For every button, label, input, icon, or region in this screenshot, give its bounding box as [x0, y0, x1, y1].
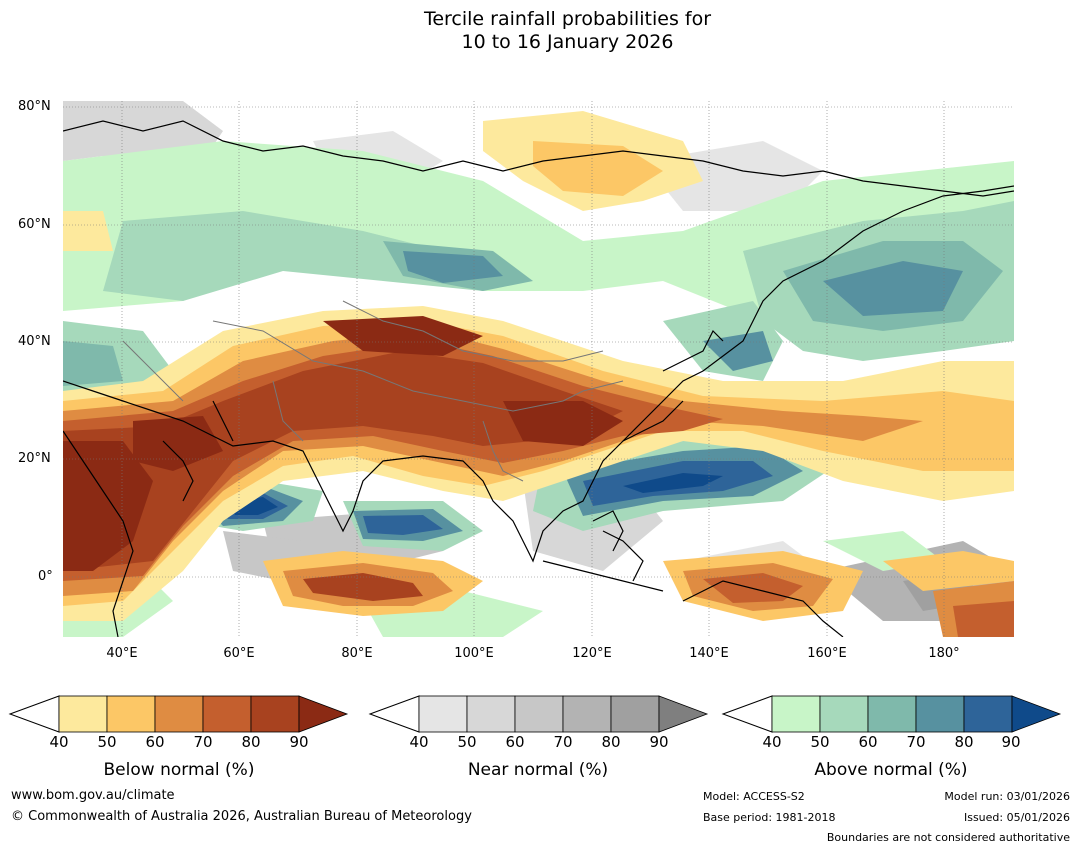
- longitude-label: 40°E: [106, 646, 138, 661]
- country-borders: [122, 300, 624, 482]
- above-swatch: [963, 695, 1013, 733]
- above-tick: 80: [954, 733, 974, 751]
- near-tick: 40: [409, 733, 429, 751]
- above-swatch-under: [721, 695, 773, 733]
- issued-text: Issued: 05/01/2026: [963, 811, 1070, 824]
- below-tick: 70: [193, 733, 213, 751]
- above-tick: 60: [858, 733, 878, 751]
- chart-title: Tercile rainfall probabilities for 10 to…: [0, 8, 1081, 54]
- above-swatch-over: [1011, 695, 1062, 733]
- above-normal-colorbar-swatches: [721, 695, 1062, 733]
- rainfall-probability-map: [63, 101, 1014, 637]
- above-swatch: [771, 695, 821, 733]
- near-swatch: [466, 695, 516, 733]
- near-tick: 90: [649, 733, 669, 751]
- near-normal-label: Near normal (%): [467, 760, 609, 780]
- above-tick: 90: [1001, 733, 1021, 751]
- longitude-label: 160°E: [807, 646, 847, 661]
- above-normal-regions: [63, 141, 1014, 637]
- below-tick: 90: [289, 733, 309, 751]
- below-swatch: [202, 695, 252, 733]
- near-swatch-under: [368, 695, 420, 733]
- near-swatch-over: [658, 695, 709, 733]
- above-swatch: [867, 695, 917, 733]
- model-run-text: Model run: 03/01/2026: [944, 790, 1070, 803]
- model-text: Model: ACCESS-S2: [703, 790, 805, 803]
- longitude-label: 100°E: [454, 646, 494, 661]
- near-tick: 60: [505, 733, 525, 751]
- below-tick: 80: [241, 733, 261, 751]
- near-normal-colorbar-swatches: [368, 695, 709, 733]
- above-tick: 40: [762, 733, 782, 751]
- longitude-label: 60°E: [223, 646, 255, 661]
- base-period-text: Base period: 1981-2018: [703, 811, 836, 824]
- below-tick: 40: [49, 733, 69, 751]
- near-tick: 50: [457, 733, 477, 751]
- longitude-label: 140°E: [689, 646, 729, 661]
- latitude-label: 40°N: [18, 334, 51, 349]
- below-swatch: [250, 695, 300, 733]
- website-link[interactable]: www.bom.gov.au/climate: [11, 788, 175, 803]
- longitude-label: 120°E: [572, 646, 612, 661]
- near-tick: 80: [601, 733, 621, 751]
- below-tick: 60: [145, 733, 165, 751]
- near-swatch: [610, 695, 660, 733]
- below-normal-label: Below normal (%): [103, 760, 255, 780]
- map-gridlines: [63, 101, 1014, 637]
- below-swatch-under: [8, 695, 60, 733]
- near-swatch: [562, 695, 612, 733]
- latitude-label: 60°N: [18, 217, 51, 232]
- near-swatch: [514, 695, 564, 733]
- title-line-2: 10 to 16 January 2026: [461, 31, 674, 53]
- above-tick: 50: [810, 733, 830, 751]
- latitude-label: 20°N: [18, 451, 51, 466]
- below-normal-colorbar: [8, 695, 349, 733]
- title-line-1: Tercile rainfall probabilities for: [423, 8, 712, 30]
- near-swatch: [418, 695, 468, 733]
- below-swatch: [58, 695, 108, 733]
- latitude-label: 80°N: [18, 99, 51, 114]
- latitude-label: 0°: [38, 569, 53, 584]
- map-canvas: [63, 101, 1014, 637]
- below-tick: 50: [97, 733, 117, 751]
- copyright-text: © Commonwealth of Australia 2026, Austra…: [11, 809, 472, 824]
- longitude-label: 80°E: [341, 646, 373, 661]
- above-swatch: [819, 695, 869, 733]
- below-swatch: [154, 695, 204, 733]
- below-swatch-over: [298, 695, 349, 733]
- below-swatch: [106, 695, 156, 733]
- above-normal-colorbar: [721, 695, 1062, 733]
- above-tick: 70: [906, 733, 926, 751]
- longitude-label: 180°: [928, 646, 960, 661]
- coastlines: [63, 120, 1014, 637]
- near-tick: 70: [553, 733, 573, 751]
- above-normal-label: Above normal (%): [814, 760, 968, 780]
- above-swatch: [915, 695, 965, 733]
- below-normal-colorbar-swatches: [8, 695, 349, 733]
- boundaries-disclaimer: Boundaries are not considered authoritat…: [826, 831, 1070, 844]
- near-normal-colorbar: [368, 695, 709, 733]
